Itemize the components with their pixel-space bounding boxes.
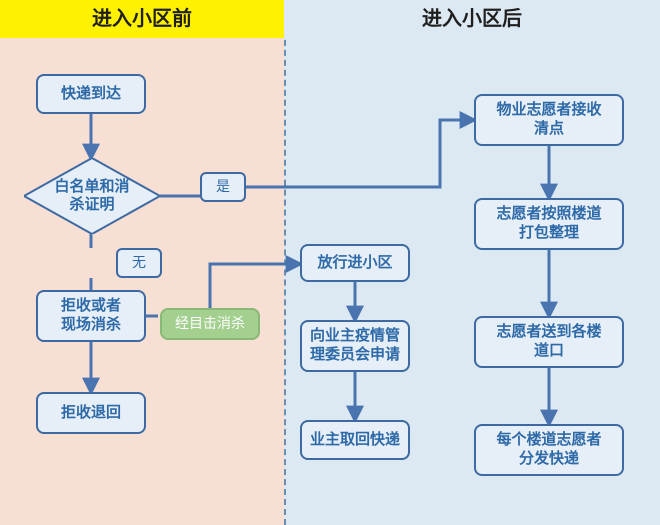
node-spray: 经目击消杀 <box>160 308 260 340</box>
node-check: 白名单和消杀证明 <box>24 158 160 234</box>
node-deliver: 志愿者送到各楼道口 <box>474 316 624 368</box>
flowchart-canvas: 进入小区前 进入小区后 快递到达白名单和消杀证明 是无拒收或者现场消杀经目击消杀拒… <box>0 0 660 525</box>
node-dispatch: 每个楼道志愿者分发快递 <box>474 424 624 476</box>
zone-divider <box>284 0 286 525</box>
node-reject1: 拒收或者现场消杀 <box>36 290 146 342</box>
node-pack: 志愿者按照楼道打包整理 <box>474 198 624 250</box>
node-reject2: 拒收退回 <box>36 392 146 434</box>
node-yes: 是 <box>200 172 246 202</box>
node-receive: 物业志愿者接收清点 <box>474 94 624 146</box>
header-before: 进入小区前 <box>0 0 284 38</box>
node-apply: 向业主疫情管理委员会申请 <box>300 320 410 372</box>
header-after: 进入小区后 <box>284 0 660 38</box>
node-no: 无 <box>116 248 162 278</box>
node-check-label: 白名单和消杀证明 <box>54 178 129 214</box>
node-pickup: 业主取回快递 <box>300 420 410 460</box>
node-arrive: 快递到达 <box>36 74 146 114</box>
node-enter: 放行进小区 <box>300 244 410 282</box>
